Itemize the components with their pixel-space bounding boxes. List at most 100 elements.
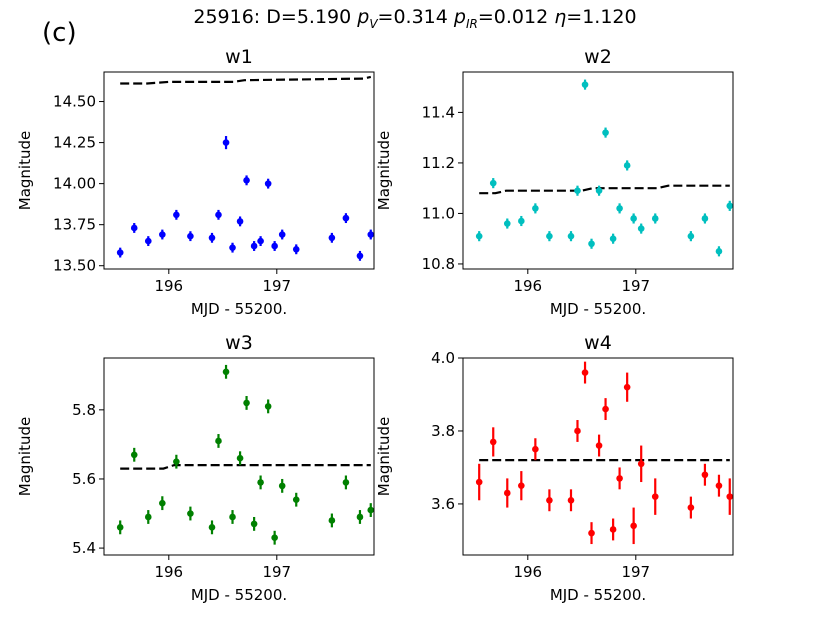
data-point: [173, 211, 180, 219]
y-axis-label: Magnitude: [375, 131, 393, 210]
data-point: [264, 403, 272, 410]
chart-panel-w3: w3 196 197 5.4 5.6 5.8 MJD - 55200. Magnitude: [16, 332, 375, 604]
data-point: [623, 162, 631, 169]
plot-frame: [462, 71, 734, 270]
title-pv: pV=0.314: [357, 6, 448, 31]
data-point: [159, 231, 166, 238]
data-point: [215, 211, 222, 219]
data-point: [292, 246, 300, 253]
x-axis-label: MJD - 55200.: [550, 586, 646, 604]
x-tick-label: 196: [154, 563, 183, 581]
data-point: [236, 454, 244, 462]
data-point: [546, 496, 553, 504]
data-point: [567, 496, 575, 504]
data-point: [489, 179, 497, 187]
data-point: [229, 513, 236, 521]
data-point: [602, 405, 609, 413]
x-tick-label: 197: [621, 277, 650, 295]
data-point: [623, 383, 631, 391]
data-point: [187, 510, 194, 517]
x-tick-label: 196: [513, 277, 542, 295]
y-tick-label: 14.50: [53, 93, 96, 111]
data-point: [367, 506, 375, 514]
data-point: [602, 129, 609, 136]
x-tick-label: 197: [262, 563, 291, 581]
data-point: [616, 205, 623, 212]
x-tick-label: 196: [154, 277, 183, 295]
y-tick-label: 11.4: [422, 103, 455, 121]
figure-title: 25916: D=5.190 pV=0.314 pIR=0.012 η=1.12…: [0, 6, 830, 31]
y-tick-label: 11.0: [422, 204, 455, 222]
y-tick-label: 3.6: [431, 495, 455, 513]
data-point: [609, 235, 617, 242]
data-point: [475, 232, 483, 240]
chart-panel-w1: w1 196 197 13.50 13.75 14.00 14.25 14.50 MJD - 5…: [16, 46, 375, 318]
y-axis-label: Magnitude: [16, 131, 34, 210]
data-point: [356, 252, 364, 260]
data-point: [159, 499, 166, 507]
data-point: [489, 438, 497, 446]
plot-frame: [462, 357, 734, 556]
plot-frame: [103, 357, 375, 556]
y-tick-label: 11.2: [422, 154, 455, 172]
data-point: [130, 224, 138, 232]
x-tick-label: 197: [621, 563, 650, 581]
data-point: [588, 529, 595, 537]
y-axis-label: Magnitude: [16, 417, 34, 496]
y-tick-label: 14.25: [53, 134, 96, 152]
title-eta: η=1.120: [554, 6, 637, 28]
panel-label: (c): [42, 18, 77, 48]
data-point: [342, 479, 350, 486]
chart-title: w2: [584, 46, 612, 68]
data-point: [518, 482, 525, 489]
data-point: [630, 522, 637, 530]
data-point: [116, 249, 124, 256]
plot-frame: [103, 71, 375, 270]
data-point: [144, 237, 152, 245]
title-pir: pIR=0.012: [453, 6, 549, 31]
y-tick-label: 13.75: [53, 216, 96, 234]
data-point: [278, 231, 286, 238]
model-line: [120, 75, 372, 85]
data-point: [532, 205, 539, 212]
data-point: [264, 180, 272, 187]
title-diameter: D=5.190: [266, 6, 352, 28]
data-point: [278, 482, 286, 490]
y-tick-label: 14.00: [53, 175, 96, 193]
data-point: [257, 479, 264, 486]
data-point: [243, 177, 250, 184]
data-point: [637, 460, 645, 468]
chart-title: w4: [584, 332, 612, 354]
data-point: [208, 524, 216, 531]
data-point: [243, 399, 250, 407]
model-line: [479, 184, 730, 195]
data-point: [651, 493, 659, 500]
data-point: [367, 231, 375, 238]
data-point: [574, 187, 581, 195]
y-tick-label: 10.8: [422, 255, 455, 273]
data-point: [726, 202, 734, 210]
data-point: [328, 234, 336, 242]
y-tick-label: 5.8: [72, 401, 96, 419]
data-point: [250, 242, 258, 250]
data-point: [144, 513, 152, 521]
y-tick-label: 4.0: [431, 349, 455, 367]
data-point: [609, 526, 617, 533]
data-point: [173, 458, 180, 465]
data-point: [581, 369, 589, 376]
data-point: [130, 451, 138, 459]
y-tick-label: 5.6: [72, 470, 96, 488]
data-point: [546, 232, 553, 240]
data-point: [292, 496, 300, 504]
data-point: [215, 437, 222, 445]
data-point: [342, 214, 350, 222]
data-point: [503, 489, 511, 497]
x-tick-label: 197: [262, 277, 291, 295]
y-tick-label: 5.4: [72, 539, 96, 557]
data-point: [701, 471, 709, 479]
data-point: [208, 234, 216, 242]
data-point: [328, 517, 336, 524]
data-point: [616, 475, 623, 482]
data-point: [250, 520, 258, 528]
